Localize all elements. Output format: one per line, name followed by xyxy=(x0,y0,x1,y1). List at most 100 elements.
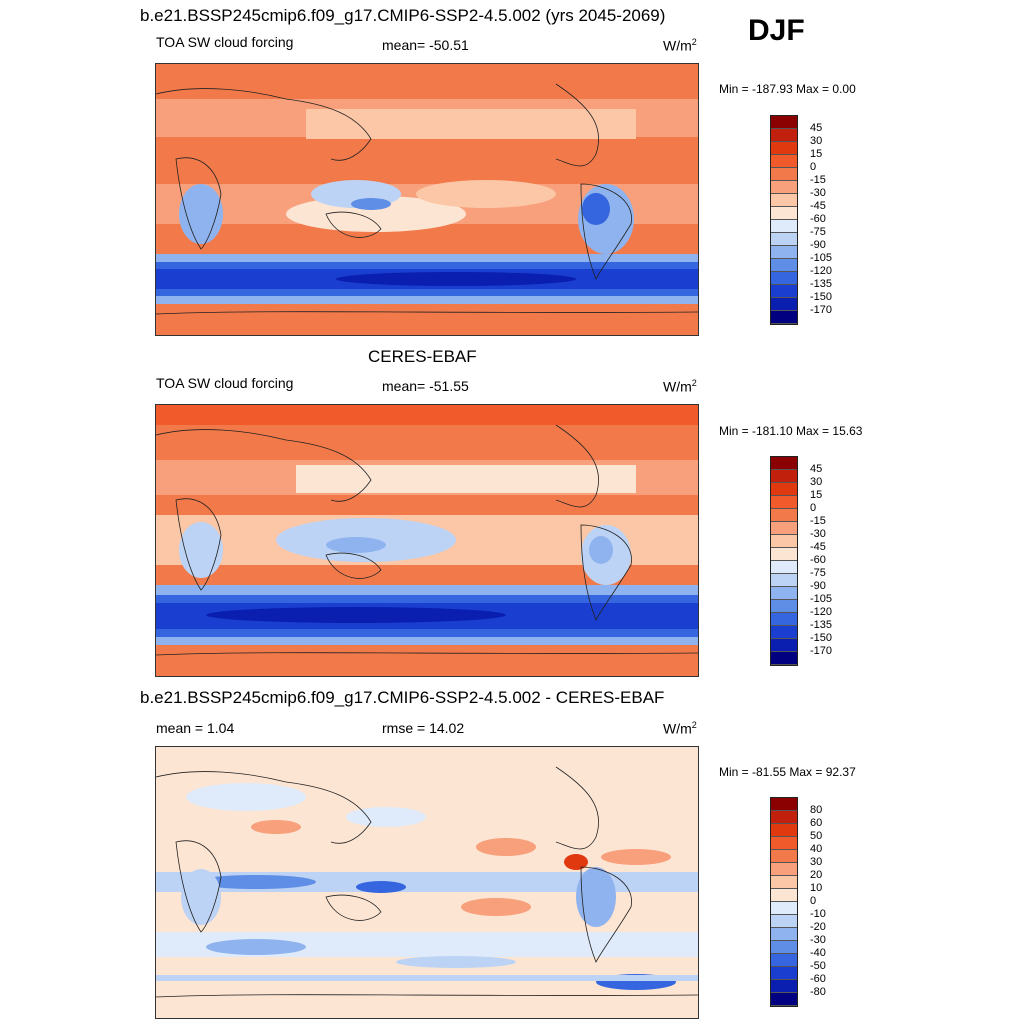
panel3-rmse: rmse = 14.02 xyxy=(382,720,465,736)
colorbar-swatch xyxy=(771,470,797,483)
panel2-colorbar-swatches xyxy=(770,456,798,666)
colorbar-swatch xyxy=(771,522,797,535)
colorbar-swatch xyxy=(771,155,797,168)
colorbar-swatch xyxy=(771,600,797,613)
colorbar-label: -60 xyxy=(810,973,826,985)
panel1-colorbar-swatches xyxy=(770,115,798,325)
colorbar-swatch xyxy=(771,496,797,509)
colorbar-swatch xyxy=(771,259,797,272)
colorbar-label: -105 xyxy=(810,593,833,605)
colorbar-swatch xyxy=(771,207,797,220)
colorbar-label: -15 xyxy=(810,515,826,527)
panel2-title: CERES-EBAF xyxy=(368,347,477,366)
colorbar-swatch xyxy=(771,967,797,980)
colorbar-swatch xyxy=(771,837,797,850)
colorbar-label: -135 xyxy=(810,278,833,290)
colorbar-swatch xyxy=(771,168,797,181)
panel3-minmax: Min = -81.55 Max = 92.37 xyxy=(719,765,856,779)
colorbar-label: -45 xyxy=(810,541,826,553)
colorbar-swatch xyxy=(771,824,797,837)
colorbar-swatch xyxy=(771,811,797,824)
colorbar-label: -90 xyxy=(810,580,826,592)
panel2-map xyxy=(155,404,699,677)
colorbar-swatch xyxy=(771,613,797,626)
colorbar-swatch xyxy=(771,246,797,259)
colorbar-label: -10 xyxy=(810,908,826,920)
colorbar-label: 15 xyxy=(810,489,823,501)
colorbar-label: -30 xyxy=(810,528,826,540)
colorbar-swatch xyxy=(771,194,797,207)
colorbar-label: -75 xyxy=(810,567,826,579)
colorbar-label: -60 xyxy=(810,554,826,566)
colorbar-swatch xyxy=(771,941,797,954)
colorbar-label: 80 xyxy=(810,804,823,816)
colorbar-label: -105 xyxy=(810,252,833,264)
colorbar-label: -30 xyxy=(810,187,826,199)
panel2-units: W/m2 xyxy=(663,378,697,395)
colorbar-swatch xyxy=(771,863,797,876)
colorbar-swatch xyxy=(771,587,797,600)
colorbar-label: -15 xyxy=(810,174,826,186)
panel3-units: W/m2 xyxy=(663,720,697,737)
colorbar-swatch xyxy=(771,850,797,863)
panel3-title: b.e21.BSSP245cmip6.f09_g17.CMIP6-SSP2-4.… xyxy=(140,688,665,707)
colorbar-label: 10 xyxy=(810,882,823,894)
colorbar-label: -45 xyxy=(810,200,826,212)
colorbar-swatch xyxy=(771,980,797,993)
colorbar-swatch xyxy=(771,142,797,155)
season-label: DJF xyxy=(748,14,805,47)
colorbar-swatch xyxy=(771,272,797,285)
colorbar-label: -50 xyxy=(810,960,826,972)
colorbar-label: 45 xyxy=(810,122,823,134)
colorbar-label: -135 xyxy=(810,619,833,631)
colorbar-label: -150 xyxy=(810,291,833,303)
colorbar-swatch xyxy=(771,311,797,324)
colorbar-swatch xyxy=(771,509,797,522)
colorbar-swatch xyxy=(771,876,797,889)
colorbar-label: 0 xyxy=(810,895,817,907)
panel3-mean: mean = 1.04 xyxy=(156,720,235,736)
colorbar-swatch xyxy=(771,483,797,496)
panel1-title: b.e21.BSSP245cmip6.f09_g17.CMIP6-SSP2-4.… xyxy=(140,6,666,25)
colorbar-label: 45 xyxy=(810,463,823,475)
colorbar-swatch xyxy=(771,928,797,941)
colorbar-label: 30 xyxy=(810,135,823,147)
colorbar-label: -150 xyxy=(810,632,833,644)
colorbar-label: 0 xyxy=(810,161,817,173)
colorbar-swatch xyxy=(771,561,797,574)
colorbar-label: 15 xyxy=(810,148,823,160)
colorbar-label: -60 xyxy=(810,213,826,225)
colorbar-label: 30 xyxy=(810,476,823,488)
colorbar-label: -170 xyxy=(810,645,833,657)
colorbar-swatch xyxy=(771,954,797,967)
colorbar-label: -20 xyxy=(810,921,826,933)
colorbar-swatch xyxy=(771,574,797,587)
colorbar-label: 30 xyxy=(810,856,823,868)
colorbar-label: 60 xyxy=(810,817,823,829)
colorbar-label: 50 xyxy=(810,830,823,842)
panel1-units: W/m2 xyxy=(663,37,697,54)
colorbar-swatch xyxy=(771,993,797,1006)
colorbar-swatch xyxy=(771,298,797,311)
colorbar-label: -90 xyxy=(810,239,826,251)
panel2-variable: TOA SW cloud forcing xyxy=(156,375,294,391)
colorbar-label: -80 xyxy=(810,986,826,998)
colorbar-label: -120 xyxy=(810,265,833,277)
colorbar-label: -40 xyxy=(810,947,826,959)
colorbar-swatch xyxy=(771,535,797,548)
panel1-mean: mean= -50.51 xyxy=(382,37,469,53)
panel2-minmax: Min = -181.10 Max = 15.63 xyxy=(719,424,863,438)
panel1-minmax: Min = -187.93 Max = 0.00 xyxy=(719,82,856,96)
colorbar-swatch xyxy=(771,233,797,246)
colorbar-swatch xyxy=(771,915,797,928)
colorbar-swatch xyxy=(771,548,797,561)
colorbar-label: -75 xyxy=(810,226,826,238)
colorbar-swatch xyxy=(771,181,797,194)
panel3-colorbar-swatches xyxy=(770,797,798,1007)
colorbar-swatch xyxy=(771,129,797,142)
colorbar-swatch xyxy=(771,639,797,652)
panel3-map xyxy=(155,746,699,1019)
colorbar-swatch xyxy=(771,457,797,470)
colorbar-swatch xyxy=(771,285,797,298)
colorbar-label: -120 xyxy=(810,606,833,618)
